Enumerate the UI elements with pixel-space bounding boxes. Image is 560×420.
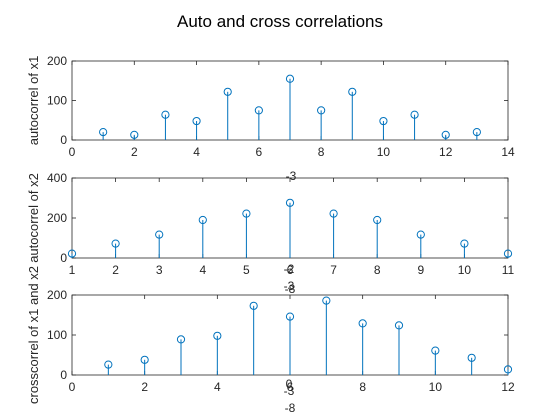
x-tick-label: 2 xyxy=(112,263,119,277)
stem-marker xyxy=(192,116,201,126)
stem-marker xyxy=(317,106,326,115)
x-tick-label: 6 xyxy=(287,380,294,394)
subplot-1: 0 2 4 6 8 10 12 14 0 100 200 autocorrel of x1 -3 xyxy=(26,54,515,183)
stem-marker xyxy=(213,331,222,340)
stem-marker xyxy=(198,215,207,225)
x-tick-label: 2 xyxy=(141,380,148,394)
stem-marker xyxy=(130,130,139,139)
stem-marker xyxy=(285,312,295,321)
stem-marker xyxy=(358,319,367,328)
stem-marker xyxy=(503,365,513,374)
y-axis-label: crosscorrel of x1 and x2 xyxy=(26,266,41,404)
stem-marker xyxy=(410,110,419,119)
stem-marker xyxy=(416,230,425,239)
y-tick-label: 0 xyxy=(60,133,67,147)
x-tick-label: 10 xyxy=(458,263,472,277)
stem-marker xyxy=(322,296,331,305)
stem-marker xyxy=(223,87,232,96)
stem-marker xyxy=(348,87,357,96)
x-tick-label: 11 xyxy=(502,263,515,277)
stem-marker xyxy=(242,209,251,218)
stem-marker xyxy=(379,116,388,126)
subplot-2: 1 2 3 4 5 6 7 8 9 10 11 0 200 400 autocorrel of x2 -2 -3… xyxy=(26,171,515,296)
stem-marker xyxy=(176,335,186,344)
x-tick-label: 4 xyxy=(214,380,221,394)
x-tick-label: 6 xyxy=(287,263,294,277)
y-tick-label: 200 xyxy=(47,211,67,225)
overlap-label: 0 xyxy=(286,377,293,391)
x-tick-label: 6 xyxy=(256,145,263,159)
overlap-label: -3 xyxy=(286,169,297,183)
stem-marker xyxy=(155,230,164,239)
y-tick-label: 0 xyxy=(60,251,67,265)
stem-marker xyxy=(460,239,469,248)
y-tick-label: 200 xyxy=(47,288,67,302)
stem-marker xyxy=(285,198,295,207)
x-tick-label: 14 xyxy=(501,145,515,159)
stem-marker xyxy=(254,106,263,115)
stem-marker xyxy=(104,360,113,369)
x-tick-label: 12 xyxy=(439,145,453,159)
stem-marker xyxy=(503,249,513,258)
stem-marker xyxy=(394,321,404,330)
x-tick-label: 0 xyxy=(69,145,76,159)
stem-marker xyxy=(373,215,382,225)
stem-marker xyxy=(99,128,108,137)
x-tick-label: 12 xyxy=(501,380,515,394)
figure-title: Auto and cross correlations xyxy=(177,12,383,31)
stem-marker xyxy=(472,128,481,137)
x-tick-label: 1 xyxy=(69,263,76,277)
stem-marker xyxy=(441,130,450,139)
x-tick-label: 10 xyxy=(429,380,443,394)
x-tick-label: 4 xyxy=(199,263,206,277)
overlap-label: -3 xyxy=(284,384,295,398)
y-tick-label: 0 xyxy=(60,368,67,382)
x-tick-label: 9 xyxy=(417,263,424,277)
y-tick-label: 100 xyxy=(47,94,67,108)
stem-marker xyxy=(67,249,77,258)
overlap-label: -3 xyxy=(284,279,295,293)
x-tick-label: 5 xyxy=(243,263,250,277)
x-tick-label: 4 xyxy=(193,145,200,159)
stem-marker xyxy=(431,346,440,355)
stem-marker xyxy=(249,301,258,310)
x-tick-label: 7 xyxy=(330,263,337,277)
x-tick-label: 3 xyxy=(156,263,163,277)
x-tick-label: 8 xyxy=(374,263,381,277)
y-tick-label: 100 xyxy=(47,328,67,342)
y-tick-label: 200 xyxy=(47,54,67,68)
stem-marker xyxy=(285,74,295,83)
x-tick-label: 0 xyxy=(69,380,76,394)
x-tick-label: 2 xyxy=(131,145,138,159)
x-tick-label: 8 xyxy=(318,145,325,159)
x-tick-label: 10 xyxy=(377,145,391,159)
y-tick-label: 400 xyxy=(47,171,67,185)
overlap-label: -8 xyxy=(285,401,296,415)
stem-marker xyxy=(329,209,338,218)
overlap-label: -8 xyxy=(285,282,296,296)
stem-marker xyxy=(467,353,476,362)
stem-marker xyxy=(140,355,149,364)
y-axis-label: autocorrel of x1 xyxy=(26,56,41,146)
x-tick-label: 8 xyxy=(359,380,366,394)
overlap-label: -2 xyxy=(284,262,295,276)
y-axis-label: autocorrel of x2 xyxy=(26,173,41,263)
stem-marker xyxy=(111,239,120,248)
stem-marker xyxy=(161,110,170,119)
